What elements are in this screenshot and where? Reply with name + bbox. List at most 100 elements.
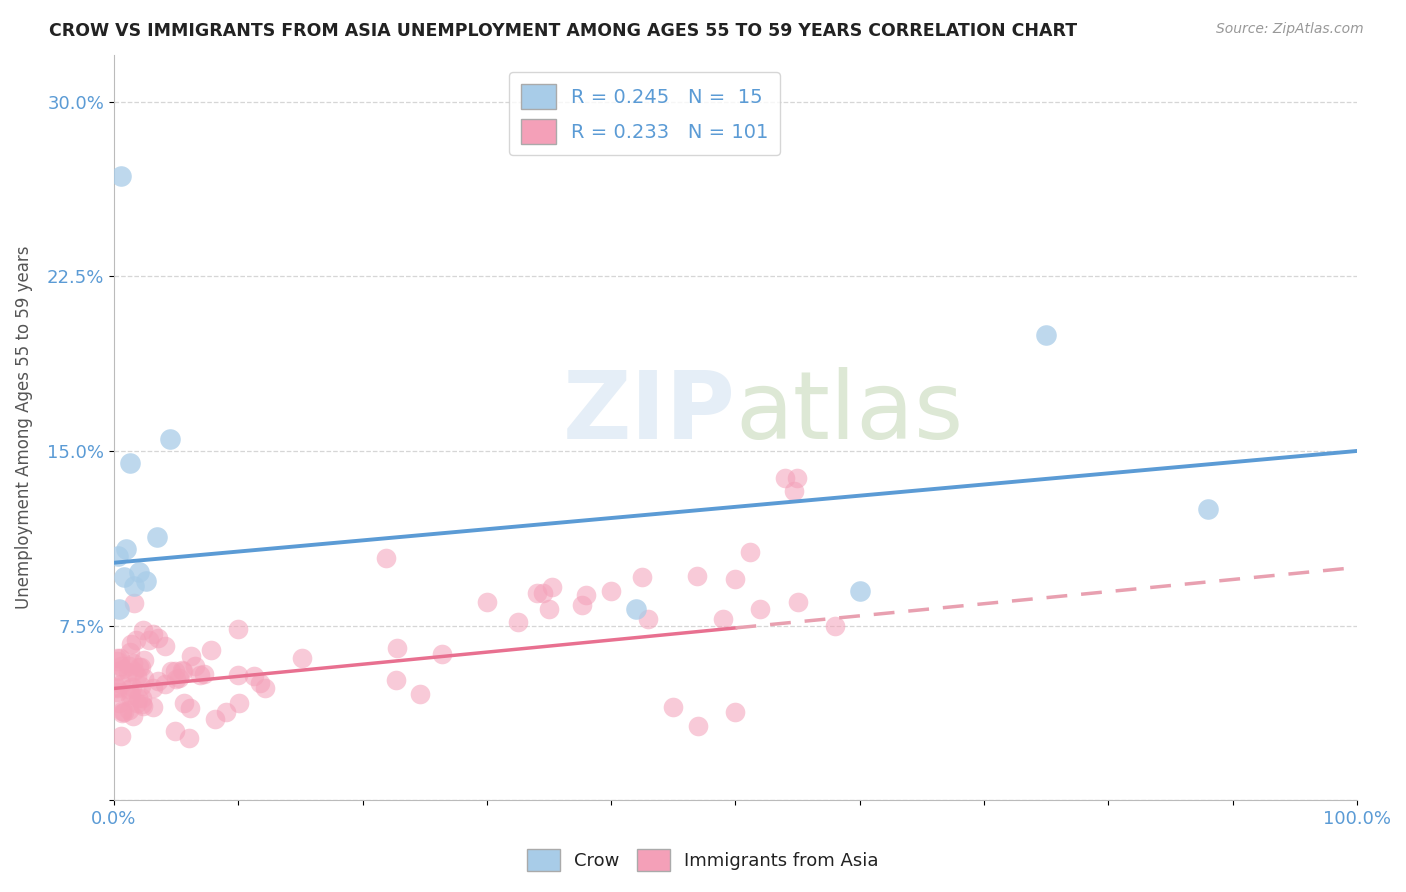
Point (129, 660, 152, 674)
Point (115, 541, 138, 556)
Point (110, 677, 132, 691)
Point (849, 583, 872, 598)
Point (118, 682, 141, 697)
Point (188, 668, 211, 682)
Point (125, 697, 148, 711)
Point (138, 632, 160, 647)
Point (128, 565, 150, 579)
Point (155, 677, 177, 691)
Point (711, 612, 734, 626)
Point (531, 586, 554, 600)
Point (600, 583, 623, 598)
Point (111, 704, 134, 718)
Point (630, 569, 652, 583)
Point (128, 660, 150, 674)
Point (110, 169, 132, 184)
Point (385, 673, 408, 687)
Text: CROW VS IMMIGRANTS FROM ASIA UNEMPLOYMENT AMONG AGES 55 TO 59 YEARS CORRELATION : CROW VS IMMIGRANTS FROM ASIA UNEMPLOYMEN… (49, 22, 1077, 40)
Point (226, 623, 249, 637)
Point (122, 579, 145, 593)
Point (118, 659, 141, 673)
Point (110, 658, 132, 673)
Point (104, 680, 127, 694)
Point (105, 651, 128, 665)
Point (153, 639, 176, 653)
Point (105, 681, 128, 696)
Point (121, 680, 143, 694)
Point (107, 654, 129, 668)
Y-axis label: Unemployment Among Ages 55 to 59 years: Unemployment Among Ages 55 to 59 years (15, 246, 32, 609)
Point (112, 570, 135, 584)
Point (724, 705, 747, 719)
Point (430, 647, 453, 661)
Point (226, 668, 249, 682)
Point (180, 649, 202, 664)
Point (374, 551, 396, 566)
Point (159, 433, 181, 447)
Point (110, 729, 132, 743)
Point (662, 700, 685, 714)
Point (783, 483, 806, 498)
Point (120, 688, 142, 702)
Point (637, 612, 659, 626)
Point (1197, 502, 1219, 516)
Point (773, 471, 796, 485)
Point (738, 545, 761, 559)
Point (131, 690, 153, 705)
Text: ZIP: ZIP (562, 367, 735, 458)
Point (242, 669, 264, 683)
Point (200, 643, 222, 657)
Point (132, 671, 155, 685)
Point (253, 681, 276, 695)
Point (132, 699, 155, 714)
Point (571, 599, 593, 613)
Point (112, 705, 135, 719)
Point (131, 697, 153, 711)
Point (107, 549, 129, 563)
Point (120, 456, 142, 470)
Point (475, 595, 498, 609)
Point (167, 671, 190, 685)
Point (824, 618, 846, 632)
Point (215, 705, 238, 719)
Point (193, 666, 215, 681)
Point (120, 637, 142, 651)
Point (228, 697, 250, 711)
Point (177, 731, 200, 745)
Point (165, 723, 187, 738)
Legend: Crow, Immigrants from Asia: Crow, Immigrants from Asia (520, 842, 886, 879)
Point (127, 691, 149, 706)
Point (108, 602, 131, 616)
Point (163, 665, 186, 679)
Point (179, 701, 201, 715)
Point (172, 664, 194, 678)
Point (165, 672, 187, 686)
Point (204, 712, 226, 726)
Point (105, 684, 128, 698)
Point (249, 676, 271, 690)
Point (291, 651, 314, 665)
Point (111, 706, 134, 720)
Legend: R = 0.245   N =  15, R = 0.233   N = 101: R = 0.245 N = 15, R = 0.233 N = 101 (509, 72, 780, 155)
Point (575, 588, 598, 602)
Point (129, 679, 152, 693)
Point (108, 650, 131, 665)
Point (142, 681, 165, 696)
Point (105, 664, 128, 678)
Point (173, 696, 195, 710)
Point (786, 471, 808, 485)
Point (117, 665, 139, 679)
Point (132, 653, 155, 667)
Point (125, 669, 148, 683)
Point (118, 690, 141, 704)
Point (526, 586, 548, 600)
Point (184, 658, 207, 673)
Point (724, 572, 747, 586)
Point (408, 688, 430, 702)
Point (142, 627, 165, 641)
Point (385, 641, 408, 656)
Point (506, 615, 529, 629)
Point (124, 632, 146, 647)
Point (541, 580, 564, 594)
Point (688, 719, 710, 733)
